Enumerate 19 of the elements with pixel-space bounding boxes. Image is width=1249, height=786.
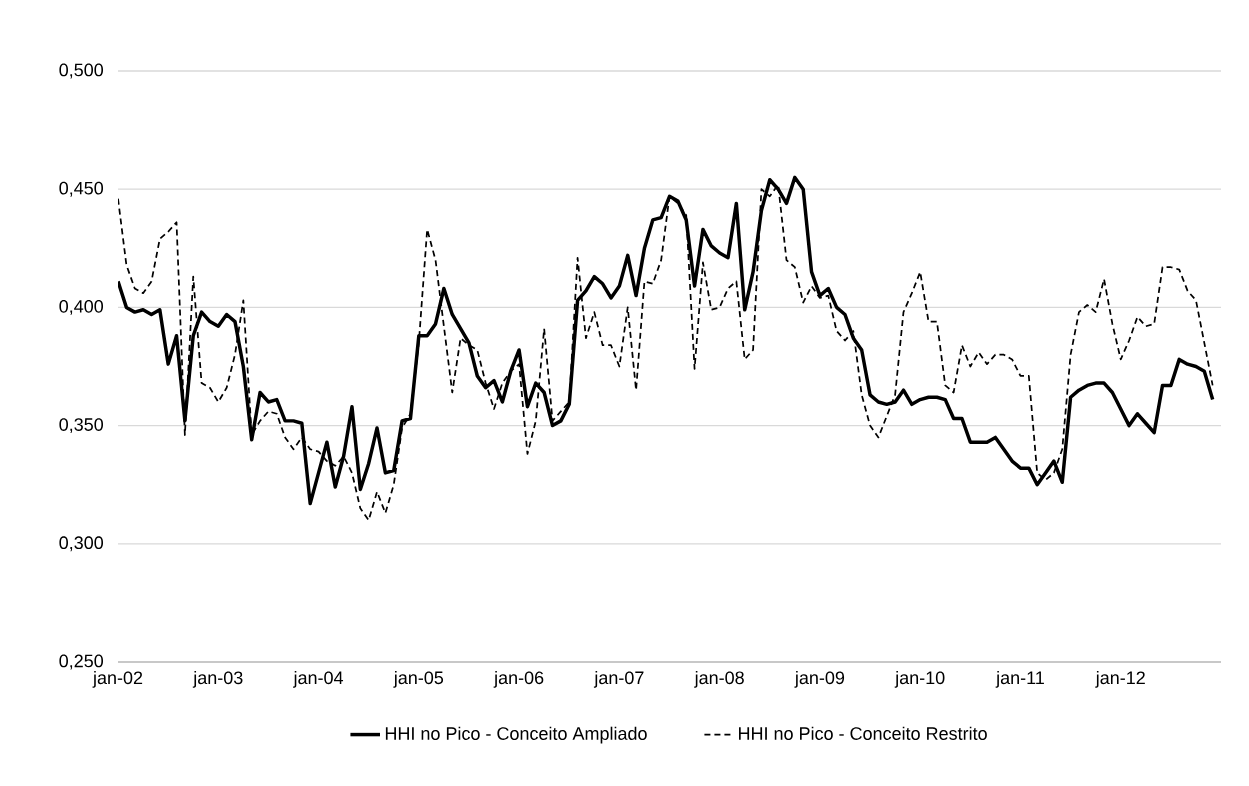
y-tick-label: 0,400 (59, 299, 104, 315)
y-tick-label: 0,250 (59, 654, 104, 670)
y-tick-label: 0,450 (59, 181, 104, 197)
x-tick-label: jan-02 (92, 670, 143, 688)
y-tick-label: 0,500 (59, 63, 104, 79)
x-tick-label: jan-06 (493, 670, 544, 688)
x-tick-label: jan-11 (995, 670, 1044, 688)
legend-label: HHI no Pico - Conceito Ampliado (385, 726, 647, 744)
x-tick-label: jan-08 (694, 670, 744, 688)
y-tick-label: 0,350 (59, 418, 104, 434)
x-tick-label: jan-10 (894, 670, 945, 688)
x-tick-label: jan-03 (192, 670, 243, 688)
x-tick-label: jan-05 (393, 670, 444, 688)
x-tick-label: jan-04 (293, 670, 344, 688)
x-tick-label: jan-09 (794, 670, 845, 688)
legend-label: HHI no Pico - Conceito Restrito (739, 726, 987, 740)
y-tick-label: 0,300 (59, 536, 104, 552)
x-tick-label: jan-12 (1095, 670, 1145, 688)
x-tick-label: jan-07 (593, 670, 644, 688)
